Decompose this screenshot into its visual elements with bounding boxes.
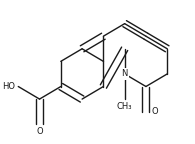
Text: CH₃: CH₃ [117, 102, 132, 111]
Text: HO: HO [3, 82, 15, 91]
Text: N: N [121, 69, 128, 78]
Text: O: O [36, 127, 43, 137]
Text: O: O [152, 107, 159, 116]
